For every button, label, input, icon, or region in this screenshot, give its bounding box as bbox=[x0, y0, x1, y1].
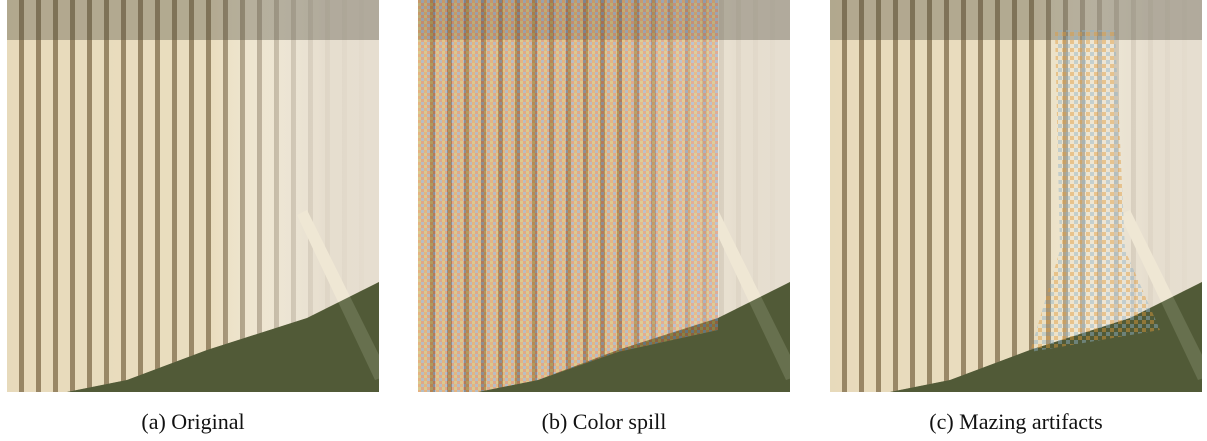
page: (a) Original (b) Color spill (c) Mazing … bbox=[0, 0, 1207, 441]
caption: (c) Mazing artifacts bbox=[929, 409, 1102, 434]
image-color-spill bbox=[418, 0, 800, 392]
caption: (a) Original bbox=[141, 409, 244, 434]
image-original bbox=[7, 0, 389, 392]
image-mazing bbox=[830, 0, 1207, 392]
figure: (a) Original (b) Color spill (c) Mazing … bbox=[0, 0, 1207, 441]
caption: (b) Color spill bbox=[542, 409, 667, 434]
